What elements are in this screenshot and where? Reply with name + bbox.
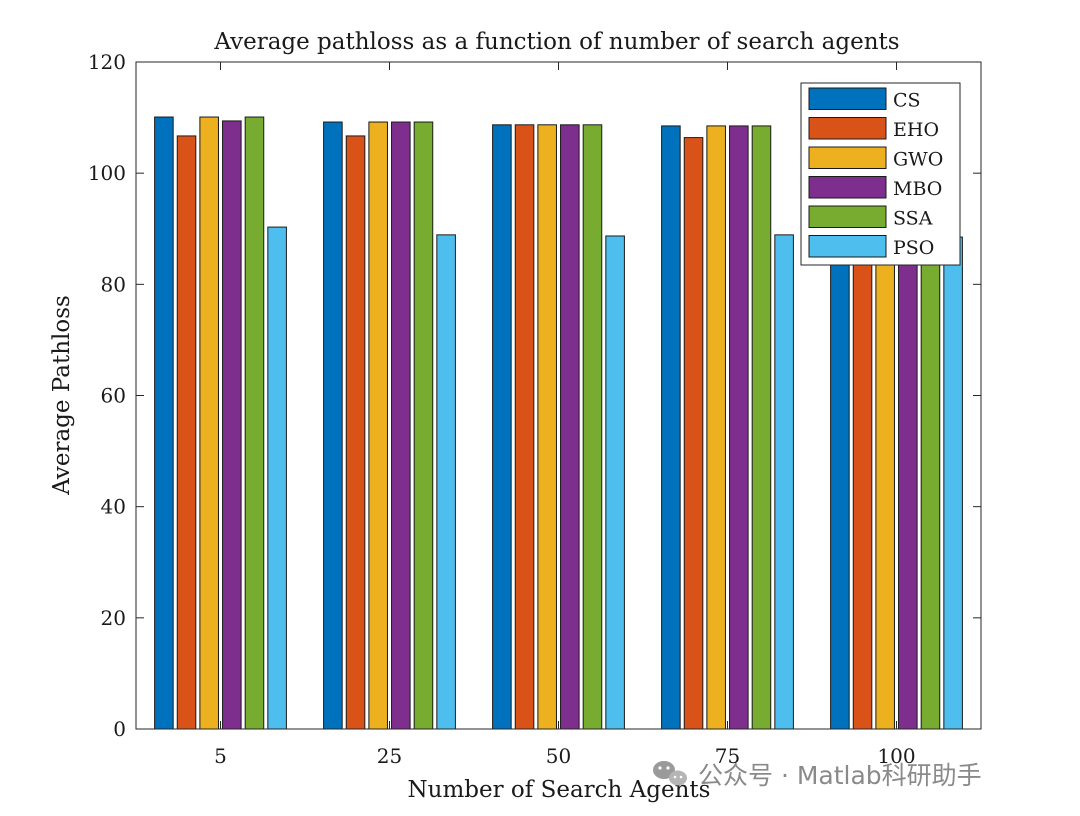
x-tick-label: 25 [377, 744, 402, 768]
legend-label-cs: CS [893, 90, 921, 112]
legend-swatch-ssa [808, 205, 887, 228]
bar-cs-75 [661, 125, 681, 730]
legend-box [800, 82, 961, 266]
y-tick-label: 20 [101, 606, 126, 630]
bar-ssa-5 [244, 116, 265, 730]
bar-mbo-5 [222, 120, 242, 730]
bar-eho-5 [176, 135, 197, 730]
bar-pso-50 [605, 235, 625, 730]
bar-eho-75 [683, 137, 704, 730]
y-tick-label: 80 [101, 272, 126, 296]
y-tick-label: 60 [101, 384, 126, 408]
legend-swatch-eho [808, 117, 887, 140]
y-tick-label: 120 [88, 50, 126, 74]
legend-swatch-pso [808, 235, 887, 258]
legend-label-eho: EHO [893, 119, 939, 141]
y-axis-label: Average Pathloss [49, 295, 75, 496]
x-tick-label: 75 [715, 744, 740, 768]
y-tick-label: 40 [101, 495, 126, 519]
y-tick-label: 0 [113, 717, 126, 741]
bar-ssa-75 [751, 125, 772, 730]
bar-pso-25 [436, 234, 456, 730]
legend: CS EHO GWO MBO SSA PSO [800, 82, 961, 266]
y-tick-label: 100 [88, 161, 126, 185]
bar-gwo-25 [368, 121, 388, 730]
legend-label-mbo: MBO [893, 178, 942, 200]
bar-mbo-75 [729, 125, 749, 730]
bar-gwo-100 [875, 236, 895, 730]
x-tick-label: 50 [546, 744, 571, 768]
x-tick-label: 5 [214, 744, 227, 768]
watermark: 公众号 · Matlab科研助手 [653, 761, 982, 790]
bar-eho-25 [345, 135, 366, 730]
bar-eho-100 [852, 236, 873, 730]
legend-swatch-mbo [808, 176, 887, 199]
bar-mbo-100 [898, 236, 918, 730]
legend-label-gwo: GWO [893, 149, 943, 171]
bar-mbo-25 [391, 121, 411, 730]
bar-cs-100 [830, 236, 850, 730]
bars-layer [154, 116, 963, 730]
legend-swatch-cs [808, 87, 887, 110]
bar-gwo-5 [199, 116, 219, 730]
bar-gwo-50 [537, 124, 557, 730]
legend-label-ssa: SSA [893, 208, 933, 230]
wechat-icon [653, 761, 687, 786]
x-tick-label: 100 [877, 744, 915, 768]
bar-pso-5 [267, 226, 287, 730]
x-axis-label: Number of Search Agents [408, 777, 711, 803]
bar-eho-50 [514, 124, 535, 730]
bar-pso-75 [774, 234, 794, 730]
bar-ssa-100 [920, 236, 941, 730]
legend-swatch-gwo [808, 146, 887, 169]
bar-ssa-25 [413, 121, 434, 730]
bar-cs-50 [492, 124, 512, 730]
bar-cs-25 [323, 121, 343, 730]
chart-title: Average pathloss as a function of number… [213, 29, 899, 55]
ticks-layer: 0 20 40 60 80 100 120 5 25 50 75 100 [88, 50, 981, 768]
bar-ssa-50 [582, 124, 603, 730]
bar-cs-5 [154, 116, 174, 730]
watermark-text: 公众号 · Matlab科研助手 [698, 761, 982, 790]
bar-mbo-50 [560, 124, 580, 730]
legend-label-pso: PSO [893, 237, 934, 259]
bar-pso-100 [943, 236, 963, 730]
bar-gwo-75 [706, 125, 726, 730]
